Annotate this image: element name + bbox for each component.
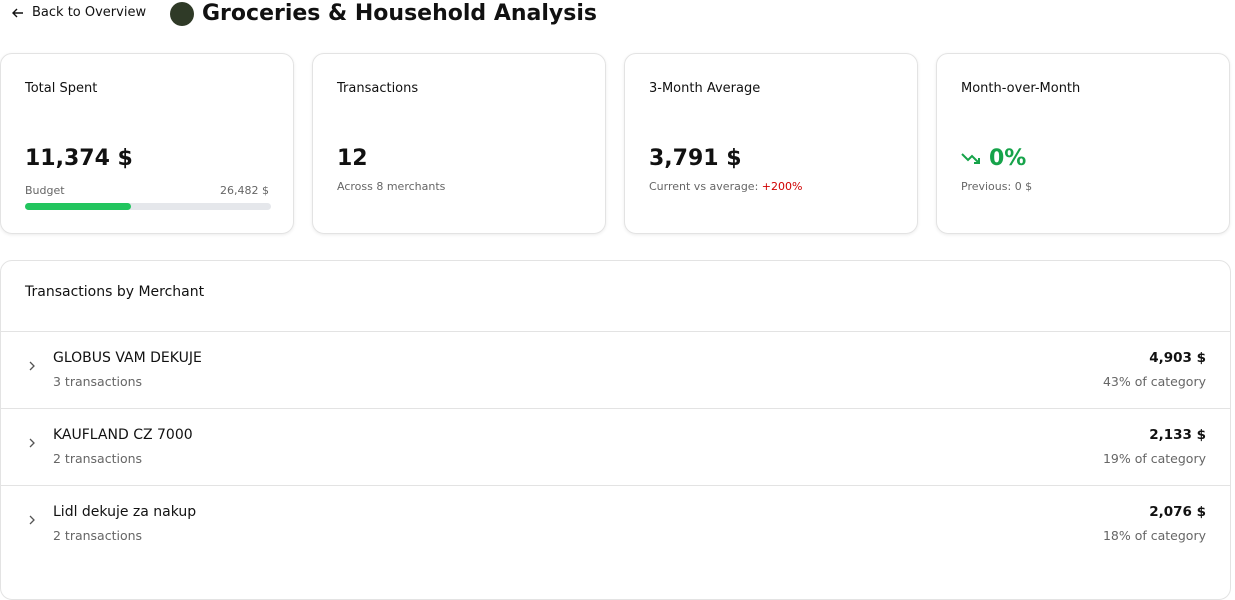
card-value: 12 <box>337 146 368 171</box>
progress-track <box>25 203 271 210</box>
merchant-amount: 2,133 $ <box>1149 427 1206 443</box>
card-value: 11,374 $ <box>25 146 133 171</box>
merchant-name: Lidl dekuje za nakup <box>53 504 197 520</box>
change: +200% <box>761 180 803 193</box>
budget-label: Budget <box>25 184 65 197</box>
merchant-share: 43% of category <box>1102 374 1206 389</box>
card: 3-Month Average 3,791 $ Current vs avera… <box>624 53 918 234</box>
card-value: 3,791 $ <box>649 146 742 171</box>
card: Month-over-Month 0% Previous: 0 $ <box>936 53 1230 234</box>
merchant-row[interactable]: KAUFLAND CZ 7000 2 transactions 2,133 $ 19%… <box>1 408 1230 485</box>
chevron <box>29 438 35 448</box>
progress-bar <box>25 203 131 210</box>
back-text: Back to Overview <box>32 5 147 20</box>
page-title: Groceries & Household Analysis <box>202 1 597 26</box>
merchant-share: 18% of category <box>1102 528 1206 543</box>
merchant-panel: Transactions by Merchant GLOBUS VAM DEKU… <box>0 260 1231 600</box>
card-value: 0% <box>989 146 1027 171</box>
card-label: Month-over-Month <box>961 81 1081 96</box>
card-note: Current vs average: +200% <box>649 180 802 193</box>
budget-value: 26,482 $ <box>220 184 269 197</box>
trend-icon <box>961 153 980 164</box>
panel-title: Transactions by Merchant <box>25 284 205 300</box>
note-text: Current vs average: <box>649 180 759 193</box>
merchant-share: 19% of category <box>1102 451 1206 466</box>
merchant-name: GLOBUS VAM DEKUJE <box>53 350 202 366</box>
card-note: Previous: 0 $ <box>961 180 1033 193</box>
merchant-count: 2 transactions <box>53 451 143 466</box>
merchant-count: 3 transactions <box>53 374 143 389</box>
card-note: Across 8 merchants <box>337 180 446 193</box>
card-label: Total Spent <box>25 81 98 96</box>
merchant-count: 2 transactions <box>53 528 143 543</box>
category-dot <box>170 2 194 26</box>
merchant-row[interactable]: GLOBUS VAM DEKUJE 3 transactions 4,903 $ 43… <box>1 331 1230 408</box>
back-arrow <box>12 8 23 17</box>
back-link[interactable]: Back to Overview <box>12 5 146 20</box>
card-label: Transactions <box>337 81 419 96</box>
merchant-amount: 4,903 $ <box>1149 350 1206 366</box>
merchant-amount: 2,076 $ <box>1149 504 1206 520</box>
card-label: 3-Month Average <box>649 81 761 96</box>
merchant-name: KAUFLAND CZ 7000 <box>53 427 193 443</box>
card: Total Spent 11,374 $ Budget 26,482 $ <box>0 53 294 234</box>
chevron <box>29 361 35 371</box>
card: Transactions 12 Across 8 merchants <box>312 53 606 234</box>
chevron <box>29 515 35 525</box>
merchant-row[interactable]: Lidl dekuje za nakup 2 transactions 2,076 … <box>1 485 1230 562</box>
